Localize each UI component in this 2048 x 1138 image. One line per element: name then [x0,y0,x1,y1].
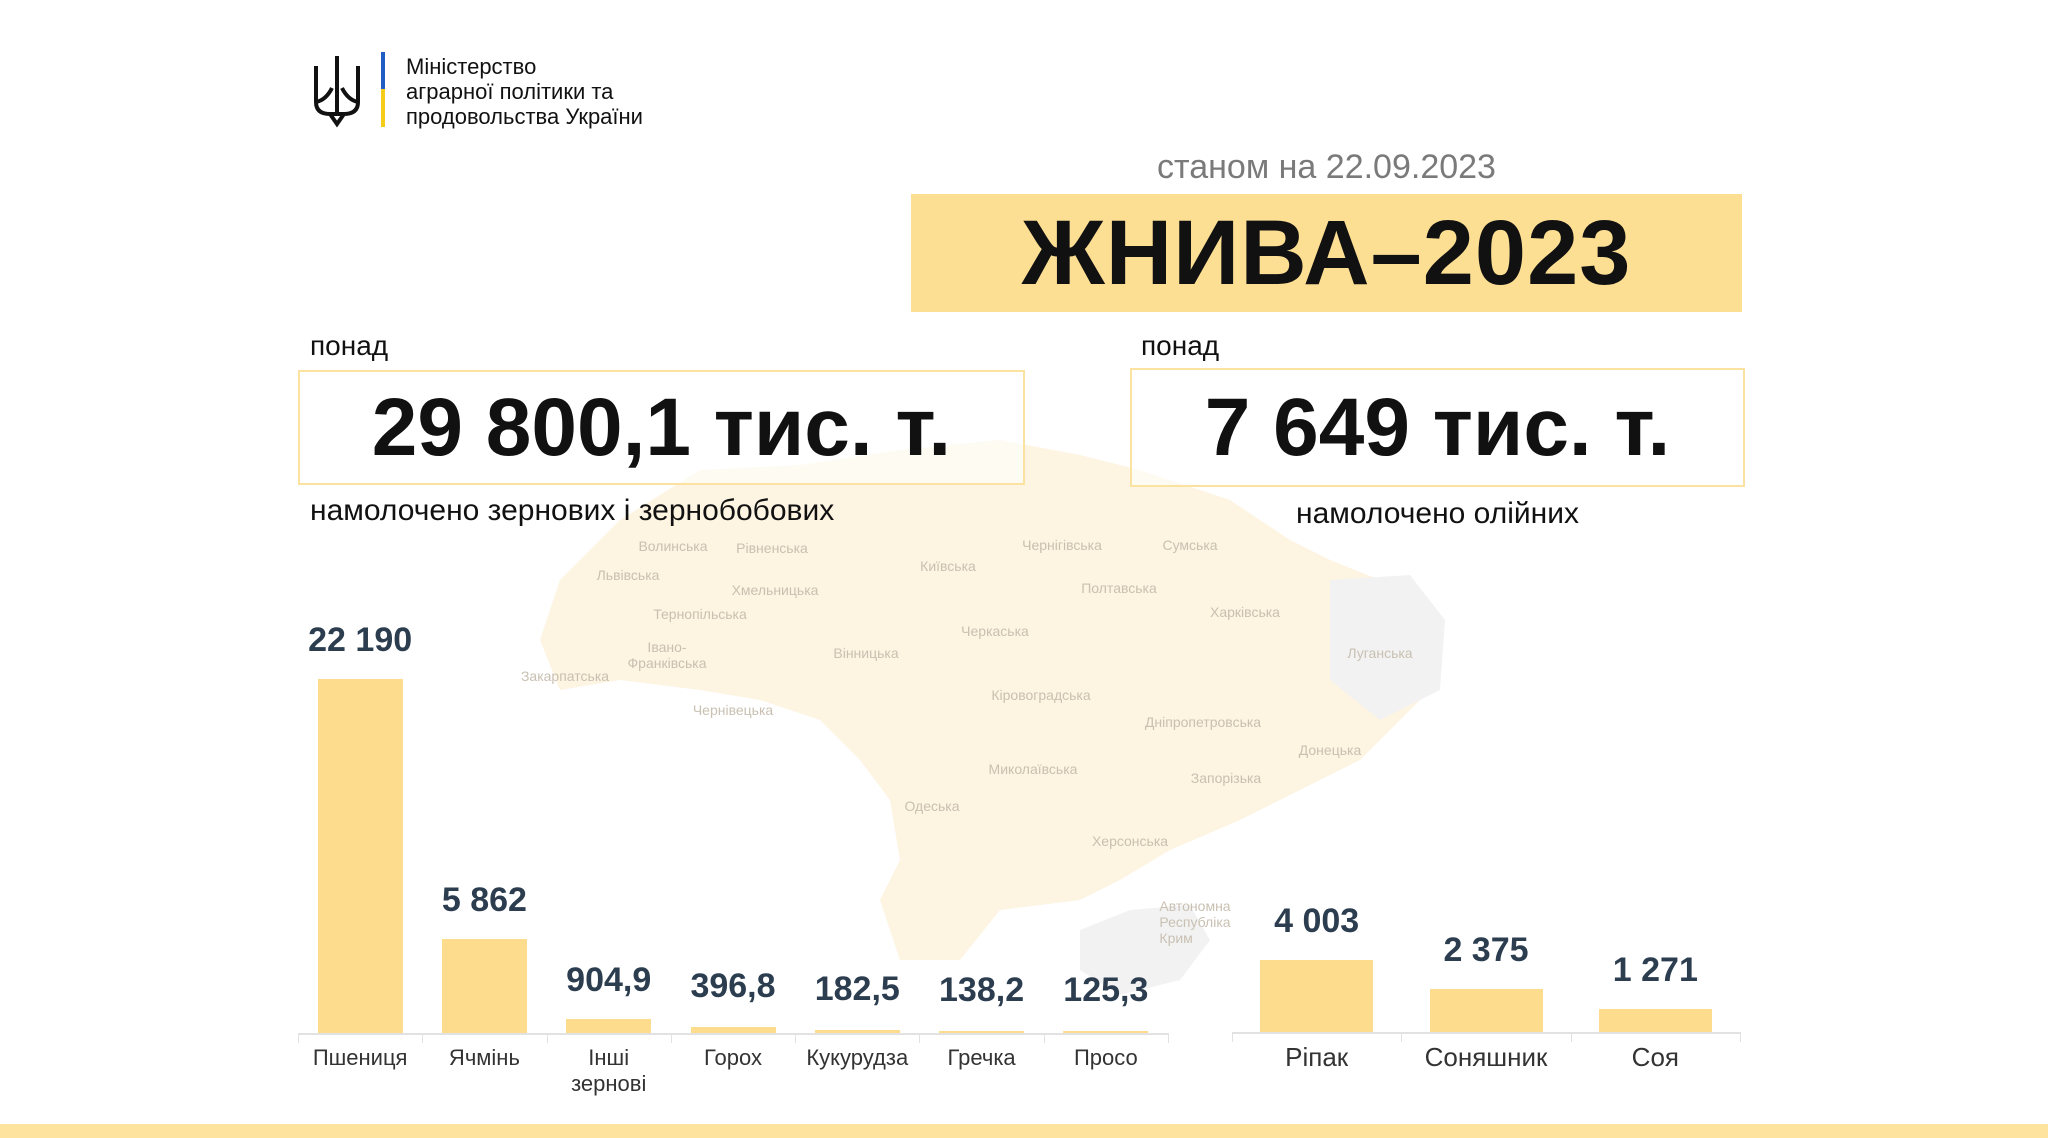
map-region-label: Запорізька [1190,770,1262,786]
axis-tick [670,1033,672,1043]
axis-tick [298,1033,299,1043]
ministry-line: аграрної політики та [406,79,614,104]
bar-category-label: Інші зернові [571,1045,647,1096]
chart-axis [1232,1032,1740,1034]
map-region-label: Черкаська [961,623,1029,639]
ministry-name: Міністерство аграрної політики та продов… [406,54,643,129]
bottom-strip [0,1124,2048,1138]
bar-category-label: Ріпак [1285,1042,1349,1072]
map-region-label: Миколаївська [988,761,1078,777]
bar-value-label: 1 271 [1612,951,1698,990]
axis-tick [1168,1033,1169,1043]
chart-bar [1260,960,1374,1032]
bar-value-label: 182,5 [814,970,900,1009]
axis-tick [546,1033,548,1043]
ministry-line: Міністерство [406,54,537,79]
map-region-label: Автономна Республіка Крим [1159,898,1231,946]
chart-bar [939,1030,1025,1033]
axis-tick [919,1033,921,1043]
map-region-label: Харківська [1210,604,1280,620]
as-of-date: станом на 22.09.2023 [1157,148,1496,186]
grain-prefix: понад [310,330,389,361]
chart-bar [1063,1031,1149,1033]
map-region-label: Одеська [904,798,960,814]
bar-value-label: 125,3 [1063,971,1149,1009]
map-region-label: Полтавська [1081,580,1157,596]
map-region-label: Сумська [1162,537,1218,553]
map-region-label: Донецька [1298,742,1362,758]
bar-category-label: Гречка [947,1045,1016,1070]
bar-value-label: 5 862 [441,881,527,920]
oilseed-caption: намолочено олійних [1296,497,1579,530]
bar-category-label: Просо [1073,1045,1138,1070]
axis-tick [795,1033,797,1043]
flag-stripe-blue [381,52,385,89]
oilseed-total: 7 649 тис. т. [1130,368,1745,487]
bar-value-label: 4 003 [1274,902,1360,940]
bar-value-label: 904,9 [566,960,652,999]
bar-category-label: Соняшник [1424,1042,1548,1072]
map-region-label: Волинська [638,538,708,554]
axis-tick [1043,1033,1045,1043]
map-crimea [1080,905,1210,995]
chart-bar [566,1018,652,1033]
map-region-label: Херсонська [1091,833,1169,849]
map-region-label: Тернопільська [653,606,747,622]
map-region-label: Чернігівська [1022,537,1102,553]
page-title: ЖНИВА–2023 [911,194,1742,312]
map-region-label: Київська [920,558,976,574]
map-region-label: Луганська [1347,645,1413,661]
axis-tick [1740,1032,1741,1042]
bar-value-label: 22 190 [308,621,413,659]
map-region-label: Кіровоградська [991,687,1091,703]
bar-value-label: 138,2 [939,970,1025,1009]
axis-tick [1401,1032,1403,1042]
chart-bar [814,1030,900,1033]
axis-tick [422,1033,424,1043]
map-region-label: Івано- Франківська [627,639,707,671]
map-occupied-east [1330,575,1445,720]
chart-bar [1598,1009,1712,1032]
chart-bar [1429,989,1543,1032]
oilseed-prefix: понад [1141,330,1220,361]
bar-category-label: Кукурудза [806,1045,909,1070]
chart-bar [441,939,527,1033]
bar-category-label: Горох [704,1045,762,1070]
grain-caption: намолочено зернових і зернобобових [310,494,835,527]
map-region-label: Львівська [596,567,660,583]
map-region-label: Вінницька [833,645,899,661]
bar-value-label: 396,8 [690,966,776,1005]
flag-stripe-yellow [381,89,385,127]
ministry-line: продовольства України [406,104,643,129]
map-region-label: Рівненська [736,540,808,556]
bar-category-label: Пшениця [312,1045,408,1070]
map-shape [540,440,1440,960]
axis-tick [1570,1032,1572,1042]
bar-category-label: Ячмінь [448,1045,520,1070]
chart-axis [298,1033,1168,1035]
chart-bar [690,1026,776,1033]
bar-value-label: 2 375 [1443,931,1529,970]
trident-icon [314,56,360,128]
axis-tick [1232,1032,1233,1042]
bar-category-label: Соя [1631,1042,1679,1072]
grain-total: 29 800,1 тис. т. [298,370,1025,485]
chart-bar [317,679,403,1033]
map-region-label: Чернівецька [692,702,774,718]
map-region-label: Дніпропетровська [1144,714,1262,730]
map-region-label: Закарпатська [520,668,610,684]
map-region-label: Хмельницька [731,582,819,598]
